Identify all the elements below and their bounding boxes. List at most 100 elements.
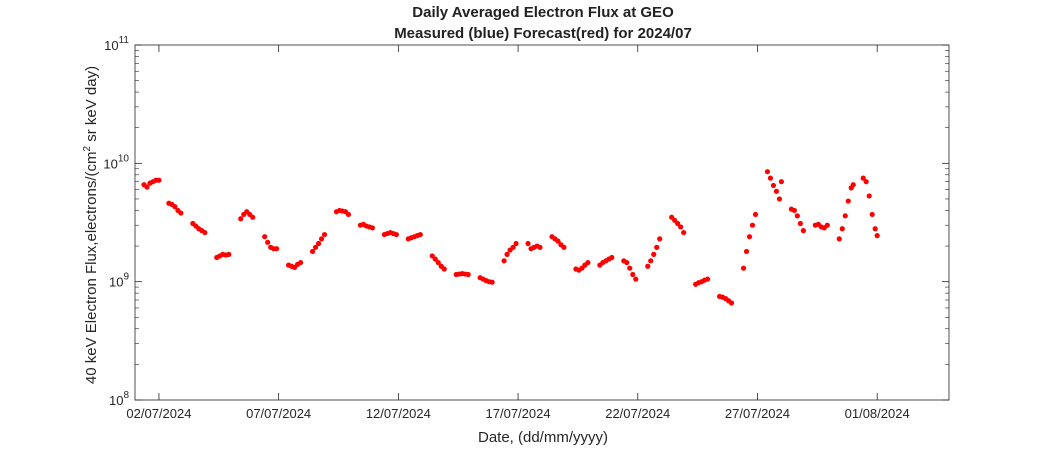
data-point bbox=[501, 258, 507, 264]
data-point bbox=[609, 254, 615, 261]
data-point bbox=[794, 213, 800, 219]
plot-border bbox=[134, 44, 950, 401]
data-point bbox=[863, 179, 869, 185]
data-point bbox=[773, 188, 780, 194]
y-tick-label: 108 bbox=[109, 390, 129, 408]
data-point bbox=[630, 271, 636, 278]
y-axis-label: 40 keV Electron Flux,electrons/(cm2 sr k… bbox=[82, 66, 100, 384]
data-points bbox=[141, 169, 880, 306]
data-point bbox=[525, 240, 531, 247]
plot-frame bbox=[134, 44, 950, 401]
y-tick-base: 10 bbox=[104, 38, 118, 53]
data-point bbox=[238, 216, 244, 222]
x-tick-label: 27/07/2024 bbox=[725, 406, 790, 421]
data-point bbox=[156, 177, 162, 183]
data-point bbox=[752, 211, 759, 218]
y-tick-exponent: 8 bbox=[123, 390, 129, 401]
x-axis: 02/07/2024 07/07/2024 12/07/2024 17/07/2024… bbox=[126, 45, 910, 421]
y-tick-label: 1011 bbox=[104, 35, 129, 53]
data-point bbox=[654, 244, 660, 250]
data-point bbox=[839, 226, 845, 232]
data-point bbox=[770, 182, 777, 189]
data-point bbox=[510, 244, 516, 250]
data-point bbox=[435, 259, 441, 266]
data-point bbox=[537, 244, 543, 250]
data-point bbox=[369, 225, 376, 231]
x-tick-label: 12/07/2024 bbox=[366, 406, 431, 421]
data-point bbox=[555, 238, 561, 244]
data-point bbox=[860, 175, 866, 181]
data-point bbox=[678, 224, 684, 230]
data-point bbox=[869, 211, 875, 218]
data-point bbox=[675, 220, 681, 227]
x-axis-label: Date, (dd/mm/yyyy) bbox=[478, 429, 608, 446]
data-point bbox=[850, 182, 856, 188]
data-point bbox=[836, 236, 842, 242]
data-point bbox=[872, 226, 878, 232]
data-point bbox=[465, 271, 471, 278]
data-point bbox=[633, 276, 639, 282]
data-point bbox=[749, 222, 756, 228]
y-tick-base: 10 bbox=[109, 275, 123, 290]
data-point bbox=[250, 214, 256, 220]
x-tick-label: 01/08/2024 bbox=[845, 406, 910, 421]
data-point bbox=[743, 248, 750, 255]
y-tick-exponent: 10 bbox=[118, 153, 130, 164]
data-point bbox=[321, 231, 328, 238]
data-point bbox=[657, 236, 663, 242]
data-point bbox=[345, 211, 352, 218]
data-point bbox=[778, 179, 785, 185]
x-tick-label: 07/07/2024 bbox=[246, 406, 311, 421]
data-point bbox=[561, 244, 567, 250]
data-point bbox=[172, 204, 178, 210]
data-point bbox=[648, 258, 654, 264]
x-tick-label: 02/07/2024 bbox=[126, 406, 191, 421]
data-point bbox=[874, 233, 880, 239]
data-point bbox=[627, 265, 633, 271]
y-tick-base: 10 bbox=[109, 393, 123, 408]
data-point bbox=[441, 266, 447, 272]
data-point bbox=[764, 169, 771, 175]
data-point bbox=[624, 259, 630, 266]
y-tick-label: 109 bbox=[109, 272, 129, 290]
data-point bbox=[297, 259, 304, 266]
chart-subtitle: Measured (blue) Forecast(red) for 2024/0… bbox=[394, 25, 692, 42]
data-point bbox=[845, 198, 851, 204]
data-point bbox=[274, 246, 280, 252]
data-point bbox=[767, 175, 774, 181]
data-point bbox=[866, 193, 872, 199]
data-point bbox=[417, 231, 423, 238]
data-point bbox=[504, 251, 510, 257]
data-point bbox=[746, 234, 753, 240]
data-point bbox=[740, 265, 747, 271]
data-point bbox=[393, 231, 399, 238]
data-point bbox=[585, 259, 591, 266]
data-point bbox=[513, 240, 519, 247]
data-point bbox=[645, 263, 651, 269]
data-point bbox=[489, 279, 495, 285]
data-point bbox=[800, 228, 806, 234]
data-point bbox=[226, 251, 232, 257]
y-tick-exponent: 11 bbox=[119, 35, 130, 46]
data-point bbox=[318, 236, 325, 242]
x-tick-label: 17/07/2024 bbox=[486, 406, 551, 421]
data-point bbox=[704, 276, 711, 282]
y-tick-base: 10 bbox=[103, 156, 117, 171]
data-point bbox=[265, 239, 271, 245]
data-point bbox=[797, 220, 803, 227]
data-point bbox=[651, 251, 657, 257]
data-point bbox=[776, 196, 783, 202]
data-point bbox=[262, 234, 268, 240]
y-axis-label-main: 40 keV Electron Flux,electrons/(cm bbox=[83, 152, 100, 385]
data-point bbox=[202, 229, 208, 236]
data-point bbox=[432, 256, 438, 262]
y-tick-exponent: 9 bbox=[123, 272, 129, 283]
data-point bbox=[144, 184, 150, 190]
data-point bbox=[178, 210, 184, 216]
data-point bbox=[309, 248, 316, 255]
y-tick-label: 1010 bbox=[103, 153, 129, 171]
chart-title: Daily Averaged Electron Flux at GEO bbox=[412, 4, 674, 21]
x-tick-label: 22/07/2024 bbox=[605, 406, 670, 421]
